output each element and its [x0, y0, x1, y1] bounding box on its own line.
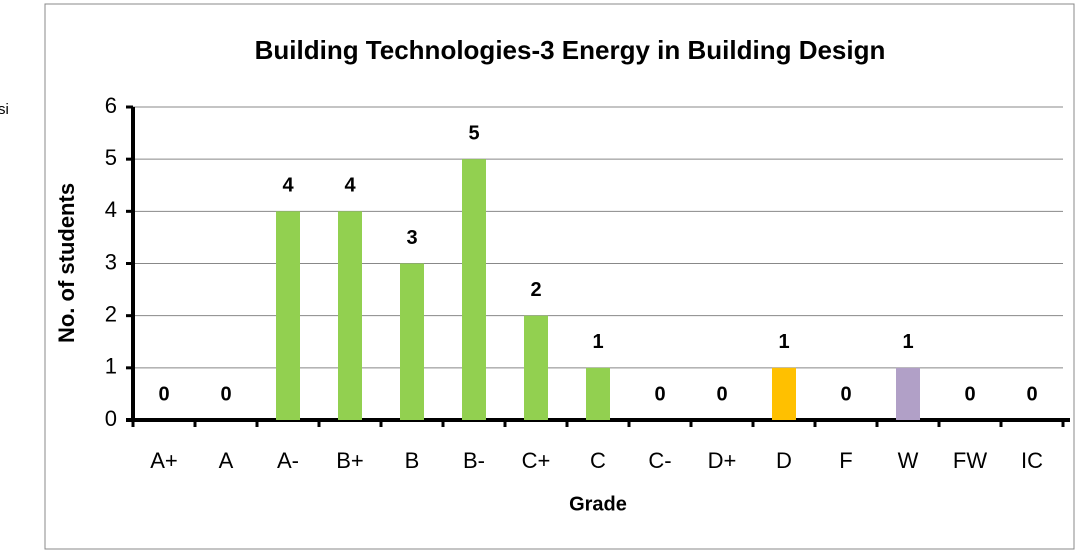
y-tick-label: 3: [105, 249, 117, 274]
y-tick-label: 1: [105, 354, 117, 379]
value-label: 2: [530, 279, 541, 301]
value-label: 4: [344, 175, 356, 197]
value-label: 1: [902, 331, 913, 353]
bar: [400, 263, 424, 420]
bar: [462, 159, 486, 420]
y-tick-label: 4: [105, 197, 117, 222]
y-tick-label: 0: [105, 406, 117, 431]
x-tick-label: D+: [708, 448, 737, 473]
y-axis-label: No. of students: [54, 183, 79, 343]
value-label: 0: [840, 383, 851, 405]
x-tick-label: IC: [1021, 448, 1043, 473]
x-tick-label: W: [898, 448, 919, 473]
chart-border: [44, 3, 1075, 550]
bar: [338, 211, 362, 420]
value-label: 0: [1026, 383, 1037, 405]
bar: [896, 367, 920, 420]
value-label: 0: [716, 383, 727, 405]
value-label: 1: [778, 331, 789, 353]
value-label: 3: [406, 227, 417, 249]
x-tick-label: A: [219, 448, 234, 473]
value-label: 0: [964, 383, 975, 405]
x-tick-label: F: [839, 448, 852, 473]
x-tick-label: A-: [277, 448, 299, 473]
chart-title: Building Technologies-3 Energy in Buildi…: [255, 35, 886, 65]
x-tick-label: C: [590, 448, 606, 473]
value-label: 0: [158, 383, 169, 405]
value-label: 5: [468, 122, 479, 144]
bar: [276, 211, 300, 420]
annotation: si: [0, 101, 9, 118]
x-tick-label: B+: [336, 448, 364, 473]
value-label: 4: [282, 175, 294, 197]
value-label: 0: [220, 383, 231, 405]
x-tick-label: FW: [953, 448, 987, 473]
y-tick-label: 5: [105, 145, 117, 170]
x-tick-label: B: [405, 448, 420, 473]
x-tick-label: D: [776, 448, 792, 473]
x-tick-label: C+: [522, 448, 551, 473]
bar: [772, 367, 796, 420]
x-tick-label: A+: [150, 448, 178, 473]
x-axis-label: Grade: [569, 493, 627, 515]
x-tick-label: B-: [463, 448, 485, 473]
bar: [586, 367, 610, 420]
value-label: 0: [654, 383, 665, 405]
bar: [524, 315, 548, 420]
value-label: 1: [592, 331, 603, 353]
y-tick-label: 2: [105, 301, 117, 326]
x-tick-label: C-: [648, 448, 671, 473]
y-tick-label: 6: [105, 93, 117, 118]
